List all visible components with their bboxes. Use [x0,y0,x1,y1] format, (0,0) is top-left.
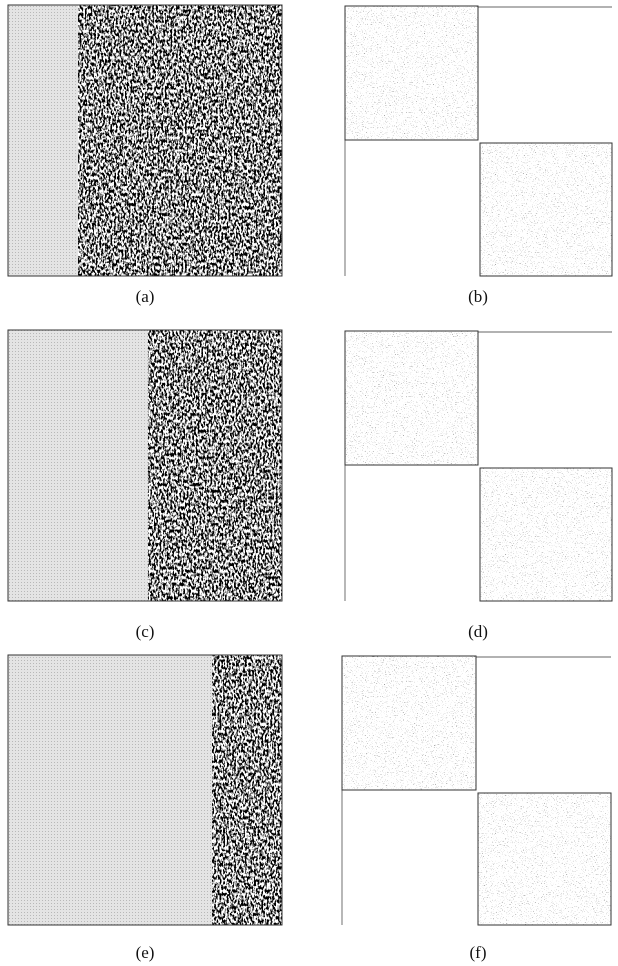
figure: (a) (b) (c) (d) (e) (f) [0,0,618,966]
panel-a [8,5,282,276]
panel-d [345,331,612,601]
caption: (d) [468,622,488,641]
caption: (c) [136,622,155,641]
caption: (b) [468,287,488,306]
caption: (a) [136,287,155,306]
panel-f [342,656,611,925]
caption: (e) [136,943,155,962]
caption: (f) [470,943,487,962]
panel-c [8,330,282,601]
panel-e [8,655,282,925]
panel-b [345,6,612,276]
